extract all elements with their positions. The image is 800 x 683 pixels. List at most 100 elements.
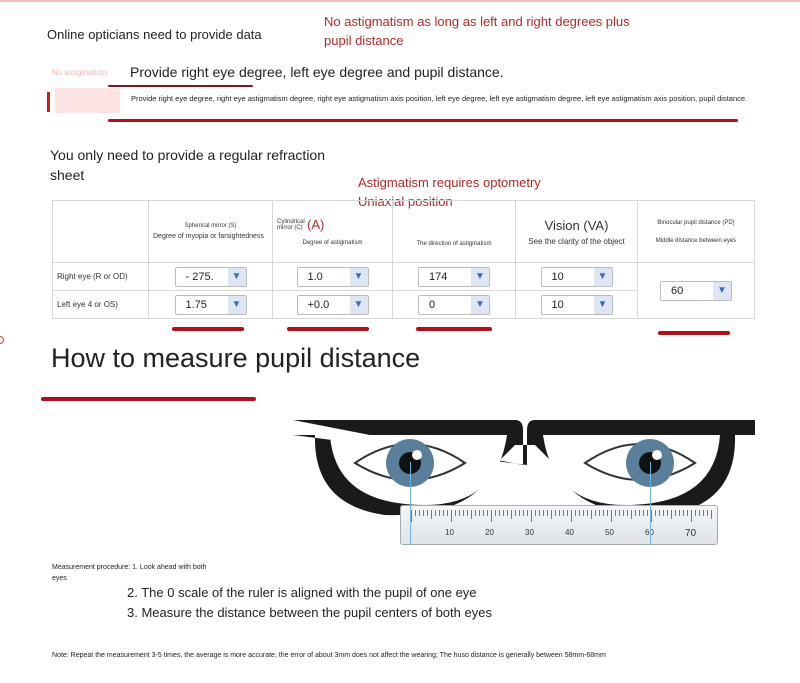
- ruler-tick: [675, 510, 676, 516]
- ruler-tick: [431, 510, 432, 519]
- ruler-tick: [547, 510, 548, 516]
- ruler-tick: [535, 510, 536, 516]
- pd-select[interactable]: 60 ▼: [660, 280, 732, 301]
- chevron-down-icon: ▼: [593, 267, 612, 286]
- left-sphere-select[interactable]: 1.75 ▼: [174, 294, 247, 315]
- measure-title: How to measure pupil distance: [51, 343, 421, 373]
- ruler-tick: [443, 510, 444, 516]
- ruler-tick: [659, 510, 660, 516]
- ruler-tick: [679, 510, 680, 516]
- right-cylinder-select[interactable]: 1.0 ▼: [296, 266, 369, 287]
- ruler-tick: [423, 510, 424, 516]
- faded-tag: No astigmatism: [52, 68, 108, 77]
- ruler-tick: [515, 510, 516, 516]
- ruler-tick: [643, 510, 644, 516]
- ruler-tick: [619, 510, 620, 516]
- top-border-line: [0, 0, 800, 2]
- ruler-tick: [683, 510, 684, 516]
- underline: [287, 327, 369, 331]
- underline: [41, 397, 256, 401]
- underline: [172, 327, 244, 331]
- step2: 2. The 0 scale of the ruler is aligned w…: [127, 585, 477, 600]
- ruler-ticks: 10 20 30 40 50 60 70: [401, 506, 717, 544]
- chevron-down-icon: ▼: [593, 295, 612, 314]
- header-vision: Vision (VA) See the clarity of the object: [515, 200, 638, 263]
- ruler-tick: [475, 510, 476, 516]
- ruler-tick: [583, 510, 584, 516]
- header-sphere: Spherical mirror (S) Degree of myopia or …: [148, 200, 273, 263]
- ruler-tick: [439, 510, 440, 516]
- ruler-tick: [471, 510, 472, 519]
- ruler-label: 70: [685, 528, 697, 539]
- ruler-tick: [499, 510, 500, 516]
- header-pd: Binocular pupil distance (PD) Middle dist…: [637, 200, 755, 263]
- section1-title: Provide right eye degree, left eye degre…: [130, 64, 504, 80]
- ruler-tick: [419, 510, 420, 516]
- ruler-tick: [631, 510, 632, 519]
- ruler-tick: [595, 510, 596, 516]
- right-sphere-select[interactable]: - 275. ▼: [174, 266, 247, 287]
- ruler-tick: [491, 510, 492, 522]
- right-axis-select[interactable]: 174 ▼: [418, 266, 490, 287]
- header-right: No astigmatism as long as left and right…: [324, 14, 630, 48]
- ruler-tick: [667, 510, 668, 516]
- right-vision-select[interactable]: 10 ▼: [540, 266, 613, 287]
- refraction-table: Spherical mirror (S) Degree of myopia or …: [52, 200, 755, 319]
- ruler-tick: [651, 510, 652, 522]
- ruler-label: 30: [525, 528, 534, 537]
- ruler-tick: [611, 510, 612, 522]
- ruler-tick: [539, 510, 540, 516]
- left-axis-select[interactable]: 0 ▼: [418, 294, 490, 315]
- ruler-tick: [647, 510, 648, 516]
- ruler-label: 60: [645, 528, 654, 537]
- left-vision-select[interactable]: 10 ▼: [540, 294, 613, 315]
- red-dot: [0, 336, 4, 344]
- underline: [658, 331, 730, 335]
- ruler-tick: [507, 510, 508, 516]
- ruler-tick: [707, 510, 708, 516]
- underline: [108, 119, 738, 122]
- ruler-tick: [563, 510, 564, 516]
- ruler-tick: [579, 510, 580, 516]
- chevron-down-icon: ▼: [471, 267, 489, 286]
- ruler-tick: [435, 510, 436, 516]
- ruler-tick: [483, 510, 484, 516]
- section1-detail: Provide right eye degree, right eye asti…: [131, 94, 748, 103]
- ruler-tick: [427, 510, 428, 516]
- red-marker: [47, 92, 50, 112]
- ruler-tick: [591, 510, 592, 519]
- ruler-tick: [511, 510, 512, 519]
- ruler-tick: [663, 510, 664, 516]
- ruler-tick: [559, 510, 560, 516]
- ruler-tick: [655, 510, 656, 516]
- chevron-down-icon: ▼: [349, 295, 368, 314]
- chevron-down-icon: ▼: [713, 281, 731, 300]
- ruler-label: 40: [565, 528, 574, 537]
- ruler-tick: [575, 510, 576, 516]
- ruler-label: 10: [445, 528, 454, 537]
- ruler-tick: [635, 510, 636, 516]
- left-cylinder-select[interactable]: +0.0 ▼: [296, 294, 369, 315]
- glasses-illustration: [293, 420, 755, 516]
- ruler-tick: [687, 510, 688, 516]
- ruler-tick: [603, 510, 604, 516]
- ruler-tick: [459, 510, 460, 516]
- ruler-tick: [519, 510, 520, 516]
- ruler-tick: [587, 510, 588, 516]
- table-row-left-eye: Left eye 4 or OS) 1.75 ▼ +0.0 ▼ 0 ▼ 10 ▼: [52, 290, 755, 319]
- ruler-tick: [627, 510, 628, 516]
- ruler-label: 50: [605, 528, 614, 537]
- faded-block: [55, 88, 120, 113]
- pupil-line-right: [650, 462, 651, 545]
- ruler-tick: [699, 510, 700, 516]
- ruler-tick: [503, 510, 504, 516]
- ruler-tick: [487, 510, 488, 516]
- ruler-tick: [703, 510, 704, 516]
- chevron-down-icon: ▼: [227, 295, 246, 314]
- header-cylinder: Cylindrical mirror (C) (A) Degree of astig…: [272, 200, 393, 263]
- ruler-tick: [527, 510, 528, 516]
- note: Note: Repeat the measurement 3-5 times, …: [52, 652, 606, 659]
- row-label: Left eye 4 or OS): [52, 290, 149, 319]
- ruler-tick: [711, 510, 712, 519]
- chevron-down-icon: ▼: [471, 295, 489, 314]
